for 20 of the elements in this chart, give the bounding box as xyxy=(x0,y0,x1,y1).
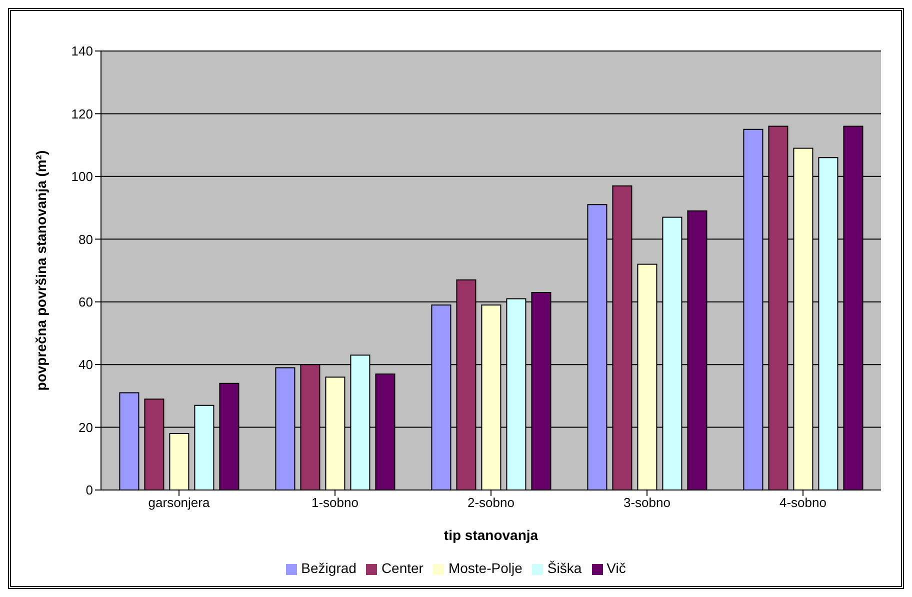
y-tick-label: 80 xyxy=(78,232,93,247)
x-tick-label: 4-sobno xyxy=(780,495,826,510)
x-tick-label: 2-sobno xyxy=(468,495,514,510)
x-tick-label: garsonjera xyxy=(148,495,210,510)
legend-label: Moste-Polje xyxy=(448,560,522,576)
y-tick-label: 0 xyxy=(86,482,93,498)
y-tick-label: 60 xyxy=(78,294,93,310)
y-tick-label: 100 xyxy=(71,169,93,184)
x-axis-title: tip stanovanja xyxy=(444,527,538,543)
x-tick-label: 1-sobno xyxy=(312,495,358,510)
x-tick-label: 3-sobno xyxy=(624,495,670,510)
legend-label: Bežigrad xyxy=(301,560,356,576)
legend-label: Vič xyxy=(606,560,626,576)
y-tick-label: 120 xyxy=(71,106,93,122)
legend-label: Center xyxy=(381,560,424,576)
y-tick-label: 40 xyxy=(78,357,93,372)
legend-label: Šiška xyxy=(547,560,582,576)
y-tick-label: 140 xyxy=(71,44,93,59)
y-axis-title: povprečna površina stanovanja (m²) xyxy=(32,150,49,391)
y-tick-label: 20 xyxy=(78,420,93,435)
